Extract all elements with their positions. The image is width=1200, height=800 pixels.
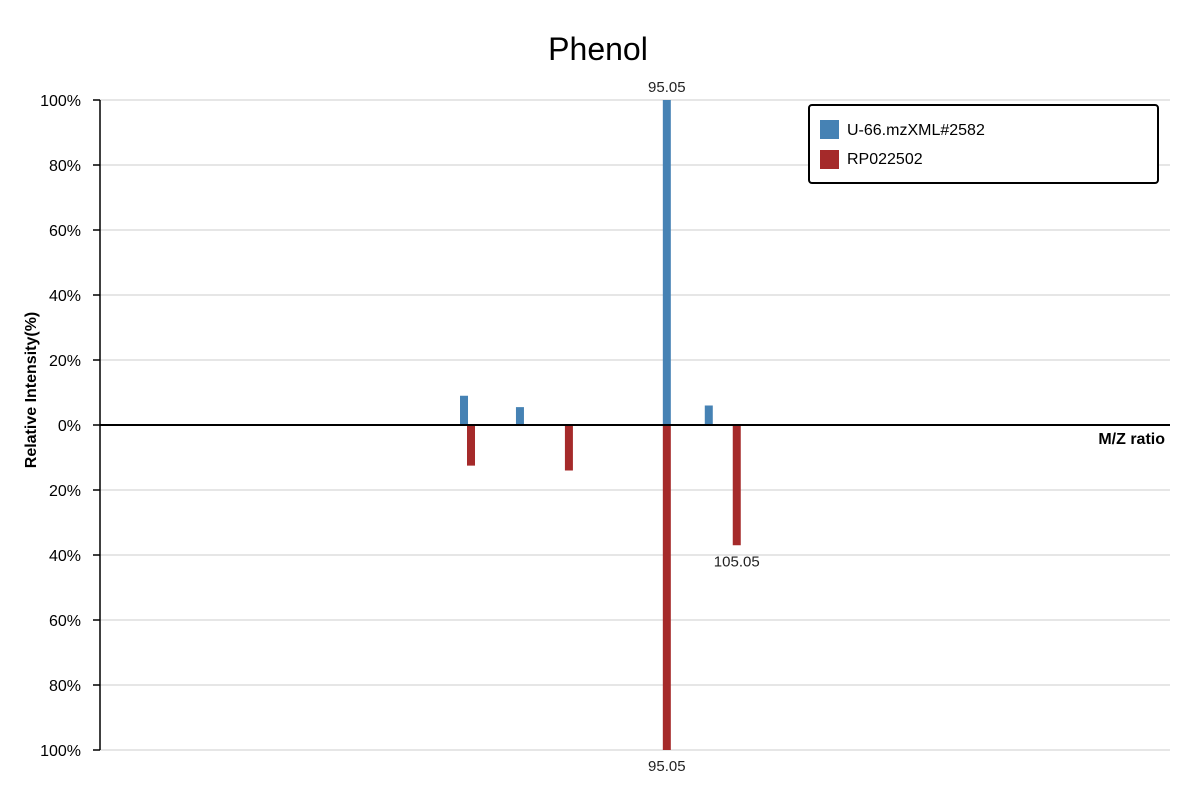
y-tick-label: 20% [49,353,81,370]
peak-bar-sample [662,100,671,425]
y-tick-label: 40% [49,288,81,305]
legend-label-reference: RP022502 [847,151,923,168]
peak-bar-reference [732,425,741,546]
y-tick-label: 80% [49,678,81,695]
y-axis-ticks: 100% 80% 60% 40% 20% 0% 20% 40% 60% 80% 100% [40,93,100,760]
legend-swatch-sample [820,120,839,139]
peak-bar-reference [467,425,476,466]
peak-bar-reference [662,425,671,750]
peak-bar-sample [704,405,713,425]
grid-lines [100,99,1170,751]
y-tick-label: 0% [58,418,81,435]
y-tick-label: 40% [49,548,81,565]
legend: U-66.mzXML#2582 RP022502 [808,104,1159,184]
y-tick-label: 100% [40,93,81,110]
peak-label-reference: 95.05 [648,758,686,775]
legend-label-sample: U-66.mzXML#2582 [847,122,985,139]
peak-bar-reference [564,425,573,471]
peak-bar-sample [460,395,469,425]
x-axis-title: M/Z ratio [1098,431,1165,448]
chart-title: Phenol [548,31,648,67]
y-tick-label: 80% [49,158,81,175]
y-tick-label: 20% [49,483,81,500]
legend-swatch-reference [820,150,839,169]
y-tick-label: 60% [49,613,81,630]
peak-label-sample: 95.05 [648,79,686,96]
y-tick-label: 100% [40,743,81,760]
y-axis-title: Relative Intensity(%) [23,312,40,468]
legend-box [808,104,1159,184]
peak-label-reference: 105.05 [714,553,760,570]
y-tick-label: 60% [49,223,81,240]
peak-bars [460,100,741,750]
peak-labels: 95.05 95.05 105.05 [648,79,760,775]
peak-bar-sample [515,407,524,425]
